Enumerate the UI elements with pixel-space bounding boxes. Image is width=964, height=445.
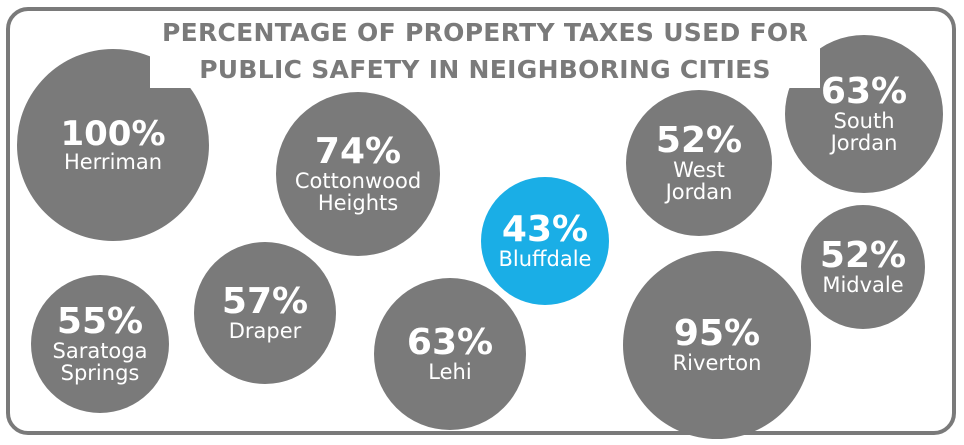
bubble-midvale: 52% Midvale — [801, 205, 925, 329]
bubble-city-label: Herriman — [63, 149, 163, 174]
bubble-west-jordan: 52% West Jordan — [626, 90, 772, 236]
bubble-city-label: West — [673, 157, 725, 182]
chart-title: PERCENTAGE OF PROPERTY TAXES USED FOR PU… — [150, 14, 820, 88]
bubble-city-label: Heights — [317, 191, 399, 215]
bubble-city-label: Cottonwood — [294, 168, 422, 193]
bubble-riverton: 95% Riverton — [623, 251, 811, 439]
bubble-city-label: Jordan — [830, 131, 898, 155]
bubble-value-label: 55% — [56, 300, 144, 342]
bubble-city-label: Bluffdale — [498, 246, 592, 271]
chart-title-line-1: PERCENTAGE OF PROPERTY TAXES USED FOR — [150, 14, 820, 51]
bubble-city-label: Springs — [60, 361, 140, 385]
bubble-value-label: 43% — [501, 208, 589, 250]
bubble-bluffdale: 43% Bluffdale — [481, 177, 609, 305]
bubble-value-label: 63% — [820, 70, 908, 112]
bubble-value-label: 52% — [819, 234, 907, 276]
chart-title-line-2: PUBLIC SAFETY IN NEIGHBORING CITIES — [150, 51, 820, 88]
bubble-value-label: 95% — [673, 312, 761, 354]
bubble-south-jordan: 63% South Jordan — [785, 35, 943, 193]
bubble-city-label: South — [833, 108, 895, 133]
bubble-draper: 57% Draper — [194, 242, 336, 384]
bubble-value-label: 74% — [314, 130, 402, 172]
bubble-value-label: 63% — [406, 321, 494, 363]
bubble-city-label: Lehi — [428, 359, 472, 384]
bubble-city-label: Jordan — [665, 180, 733, 204]
bubble-saratoga-springs: 55% Saratoga Springs — [31, 275, 169, 413]
bubble-city-label: Draper — [228, 318, 302, 343]
bubble-value-label: 52% — [655, 119, 743, 161]
bubble-value-label: 100% — [60, 113, 166, 154]
bubble-lehi: 63% Lehi — [374, 278, 526, 430]
bubble-city-label: Midvale — [822, 272, 904, 297]
bubble-city-label: Riverton — [672, 350, 762, 375]
bubble-value-label: 57% — [221, 280, 309, 322]
bubble-city-label: Saratoga — [52, 338, 148, 363]
bubble-cottonwood-heights: 74% Cottonwood Heights — [276, 92, 440, 256]
